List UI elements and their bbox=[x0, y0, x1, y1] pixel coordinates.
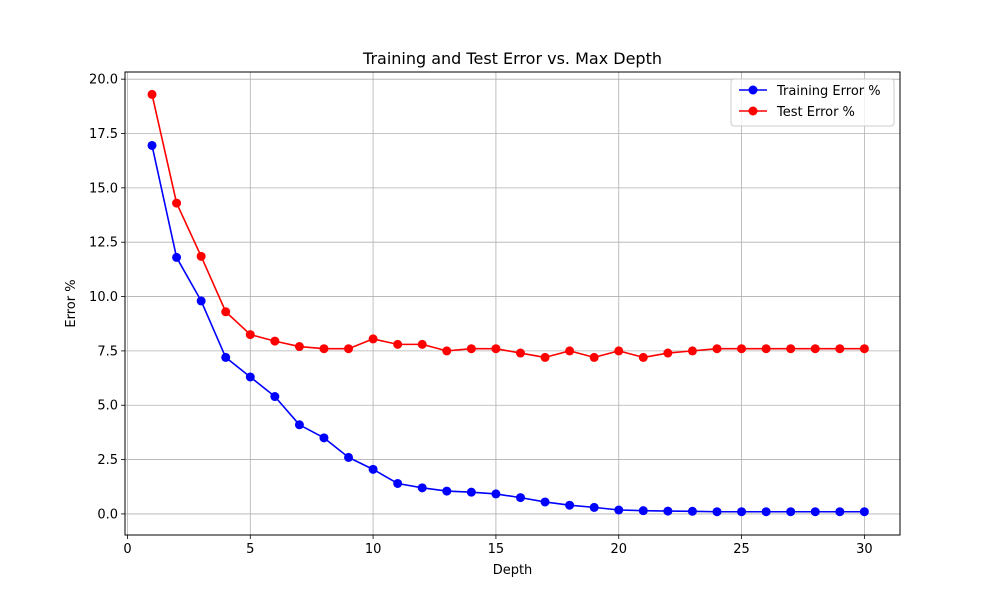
data-point-training bbox=[614, 505, 624, 515]
data-point-training bbox=[540, 497, 550, 507]
data-point-test bbox=[712, 344, 722, 354]
y-tick-label: 7.5 bbox=[97, 344, 118, 359]
data-point-training bbox=[442, 486, 452, 496]
data-point-training bbox=[245, 372, 255, 382]
axis-ticks: 0 5 10 15 20 25 30 0.0 2.5 5.0 7.5 10.0 12.5 15.0 17.5… bbox=[89, 73, 873, 557]
data-point-training bbox=[786, 507, 796, 517]
plot-frame bbox=[124, 71, 901, 536]
data-point-training bbox=[393, 478, 403, 488]
chart-title: Training and Test Error vs. Max Depth bbox=[362, 49, 662, 68]
data-point-training bbox=[270, 392, 280, 402]
x-tick-label: 0 bbox=[123, 542, 131, 557]
data-point-training bbox=[319, 433, 329, 443]
data-point-test bbox=[663, 348, 673, 358]
y-tick-label: 5.0 bbox=[97, 399, 118, 414]
data-point-test bbox=[761, 344, 771, 354]
data-point-test bbox=[491, 344, 501, 354]
y-axis-label: Error % bbox=[64, 279, 79, 327]
data-point-test bbox=[859, 344, 869, 354]
y-tick-label: 2.5 bbox=[97, 453, 118, 468]
data-point-training bbox=[221, 352, 231, 362]
data-point-test bbox=[786, 344, 796, 354]
data-point-training bbox=[712, 507, 722, 517]
legend-label-training: Training Error % bbox=[776, 84, 881, 99]
data-point-training bbox=[368, 464, 378, 474]
legend-marker-test bbox=[748, 106, 758, 116]
x-tick-label: 10 bbox=[365, 542, 382, 557]
data-point-test bbox=[515, 348, 525, 358]
x-tick-label: 25 bbox=[733, 542, 750, 557]
data-point-test bbox=[196, 251, 206, 261]
data-point-training bbox=[663, 506, 673, 516]
data-point-test bbox=[417, 339, 427, 349]
data-point-test bbox=[835, 344, 845, 354]
data-point-test bbox=[614, 346, 624, 356]
data-point-test bbox=[368, 334, 378, 344]
data-point-training bbox=[294, 420, 304, 430]
legend-label-test: Test Error % bbox=[776, 105, 855, 120]
y-tick-label: 15.0 bbox=[89, 181, 118, 196]
data-point-training bbox=[687, 506, 697, 516]
data-point-training bbox=[565, 500, 575, 510]
data-point-training bbox=[417, 483, 427, 493]
data-point-test bbox=[147, 89, 157, 99]
data-point-test bbox=[638, 352, 648, 362]
data-point-test bbox=[540, 352, 550, 362]
data-point-training bbox=[491, 489, 501, 499]
series-layer bbox=[147, 89, 869, 517]
y-tick-label: 10.0 bbox=[89, 290, 118, 305]
data-point-test bbox=[270, 336, 280, 346]
x-axis-label: Depth bbox=[493, 563, 533, 578]
data-point-test bbox=[245, 330, 255, 340]
data-point-training bbox=[737, 507, 747, 517]
x-tick-label: 30 bbox=[856, 542, 873, 557]
data-point-test bbox=[466, 344, 476, 354]
data-point-test bbox=[344, 344, 354, 354]
data-point-training bbox=[761, 507, 771, 517]
x-tick-label: 20 bbox=[610, 542, 627, 557]
data-point-training bbox=[589, 502, 599, 512]
data-point-training bbox=[835, 507, 845, 517]
x-tick-label: 15 bbox=[488, 542, 505, 557]
data-point-test bbox=[393, 339, 403, 349]
y-tick-label: 17.5 bbox=[89, 127, 118, 142]
data-point-test bbox=[810, 344, 820, 354]
data-point-test bbox=[172, 198, 182, 208]
data-point-training bbox=[638, 506, 648, 516]
y-tick-label: 12.5 bbox=[89, 236, 118, 251]
y-tick-label: 0.0 bbox=[97, 507, 118, 522]
data-point-training bbox=[344, 452, 354, 462]
data-point-test bbox=[565, 346, 575, 356]
data-point-training bbox=[859, 507, 869, 517]
data-point-test bbox=[221, 307, 231, 317]
x-tick-label: 5 bbox=[246, 542, 254, 557]
data-point-training bbox=[172, 252, 182, 262]
data-point-training bbox=[466, 487, 476, 497]
data-point-training bbox=[515, 493, 525, 503]
y-tick-label: 20.0 bbox=[89, 73, 118, 88]
data-point-test bbox=[294, 342, 304, 352]
data-point-test bbox=[442, 346, 452, 356]
legend-box bbox=[730, 78, 895, 127]
data-point-training bbox=[810, 507, 820, 517]
legend: Training Error % Test Error % bbox=[730, 78, 895, 127]
data-point-test bbox=[737, 344, 747, 354]
data-point-training bbox=[147, 140, 157, 150]
data-point-test bbox=[589, 352, 599, 362]
data-point-test bbox=[319, 344, 329, 354]
data-point-test bbox=[687, 346, 697, 356]
legend-marker-training bbox=[748, 85, 758, 95]
data-point-training bbox=[196, 296, 206, 306]
